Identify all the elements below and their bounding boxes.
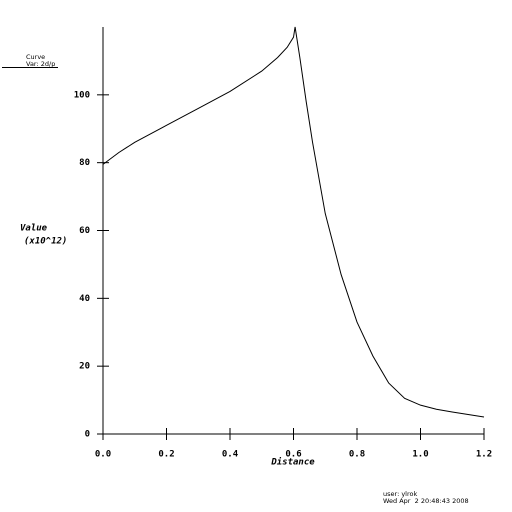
y-tick-label: 40	[79, 294, 90, 304]
y-tick-label: 20	[79, 362, 90, 372]
date-label: Wed Apr 2 20:48:43 2008	[383, 497, 469, 505]
legend-title: Curve	[26, 53, 45, 61]
x-tick-label: 0.6	[285, 450, 301, 460]
curve	[102, 26, 485, 418]
y-tick-label: 0	[85, 430, 90, 440]
x-tick-label: 0.4	[222, 450, 239, 460]
user-label: user: ylrok	[383, 490, 417, 498]
x-tick-label: 0.2	[158, 450, 174, 460]
x-tick-label: 0.0	[95, 450, 111, 460]
x-tick-label: 1.0	[412, 450, 428, 460]
y-tick-label: 60	[79, 226, 90, 236]
y-axis-title: Value	[20, 224, 48, 234]
legend-var: Var: 2d/p	[26, 60, 55, 68]
x-tick-label: 0.8	[349, 450, 365, 460]
x-axis-title: Distance	[270, 457, 315, 468]
y-axis-units: (x10^12)	[24, 237, 67, 247]
y-tick-label: 80	[79, 158, 90, 168]
x-tick-label: 1.2	[476, 450, 492, 460]
y-tick-label: 100	[74, 90, 90, 100]
